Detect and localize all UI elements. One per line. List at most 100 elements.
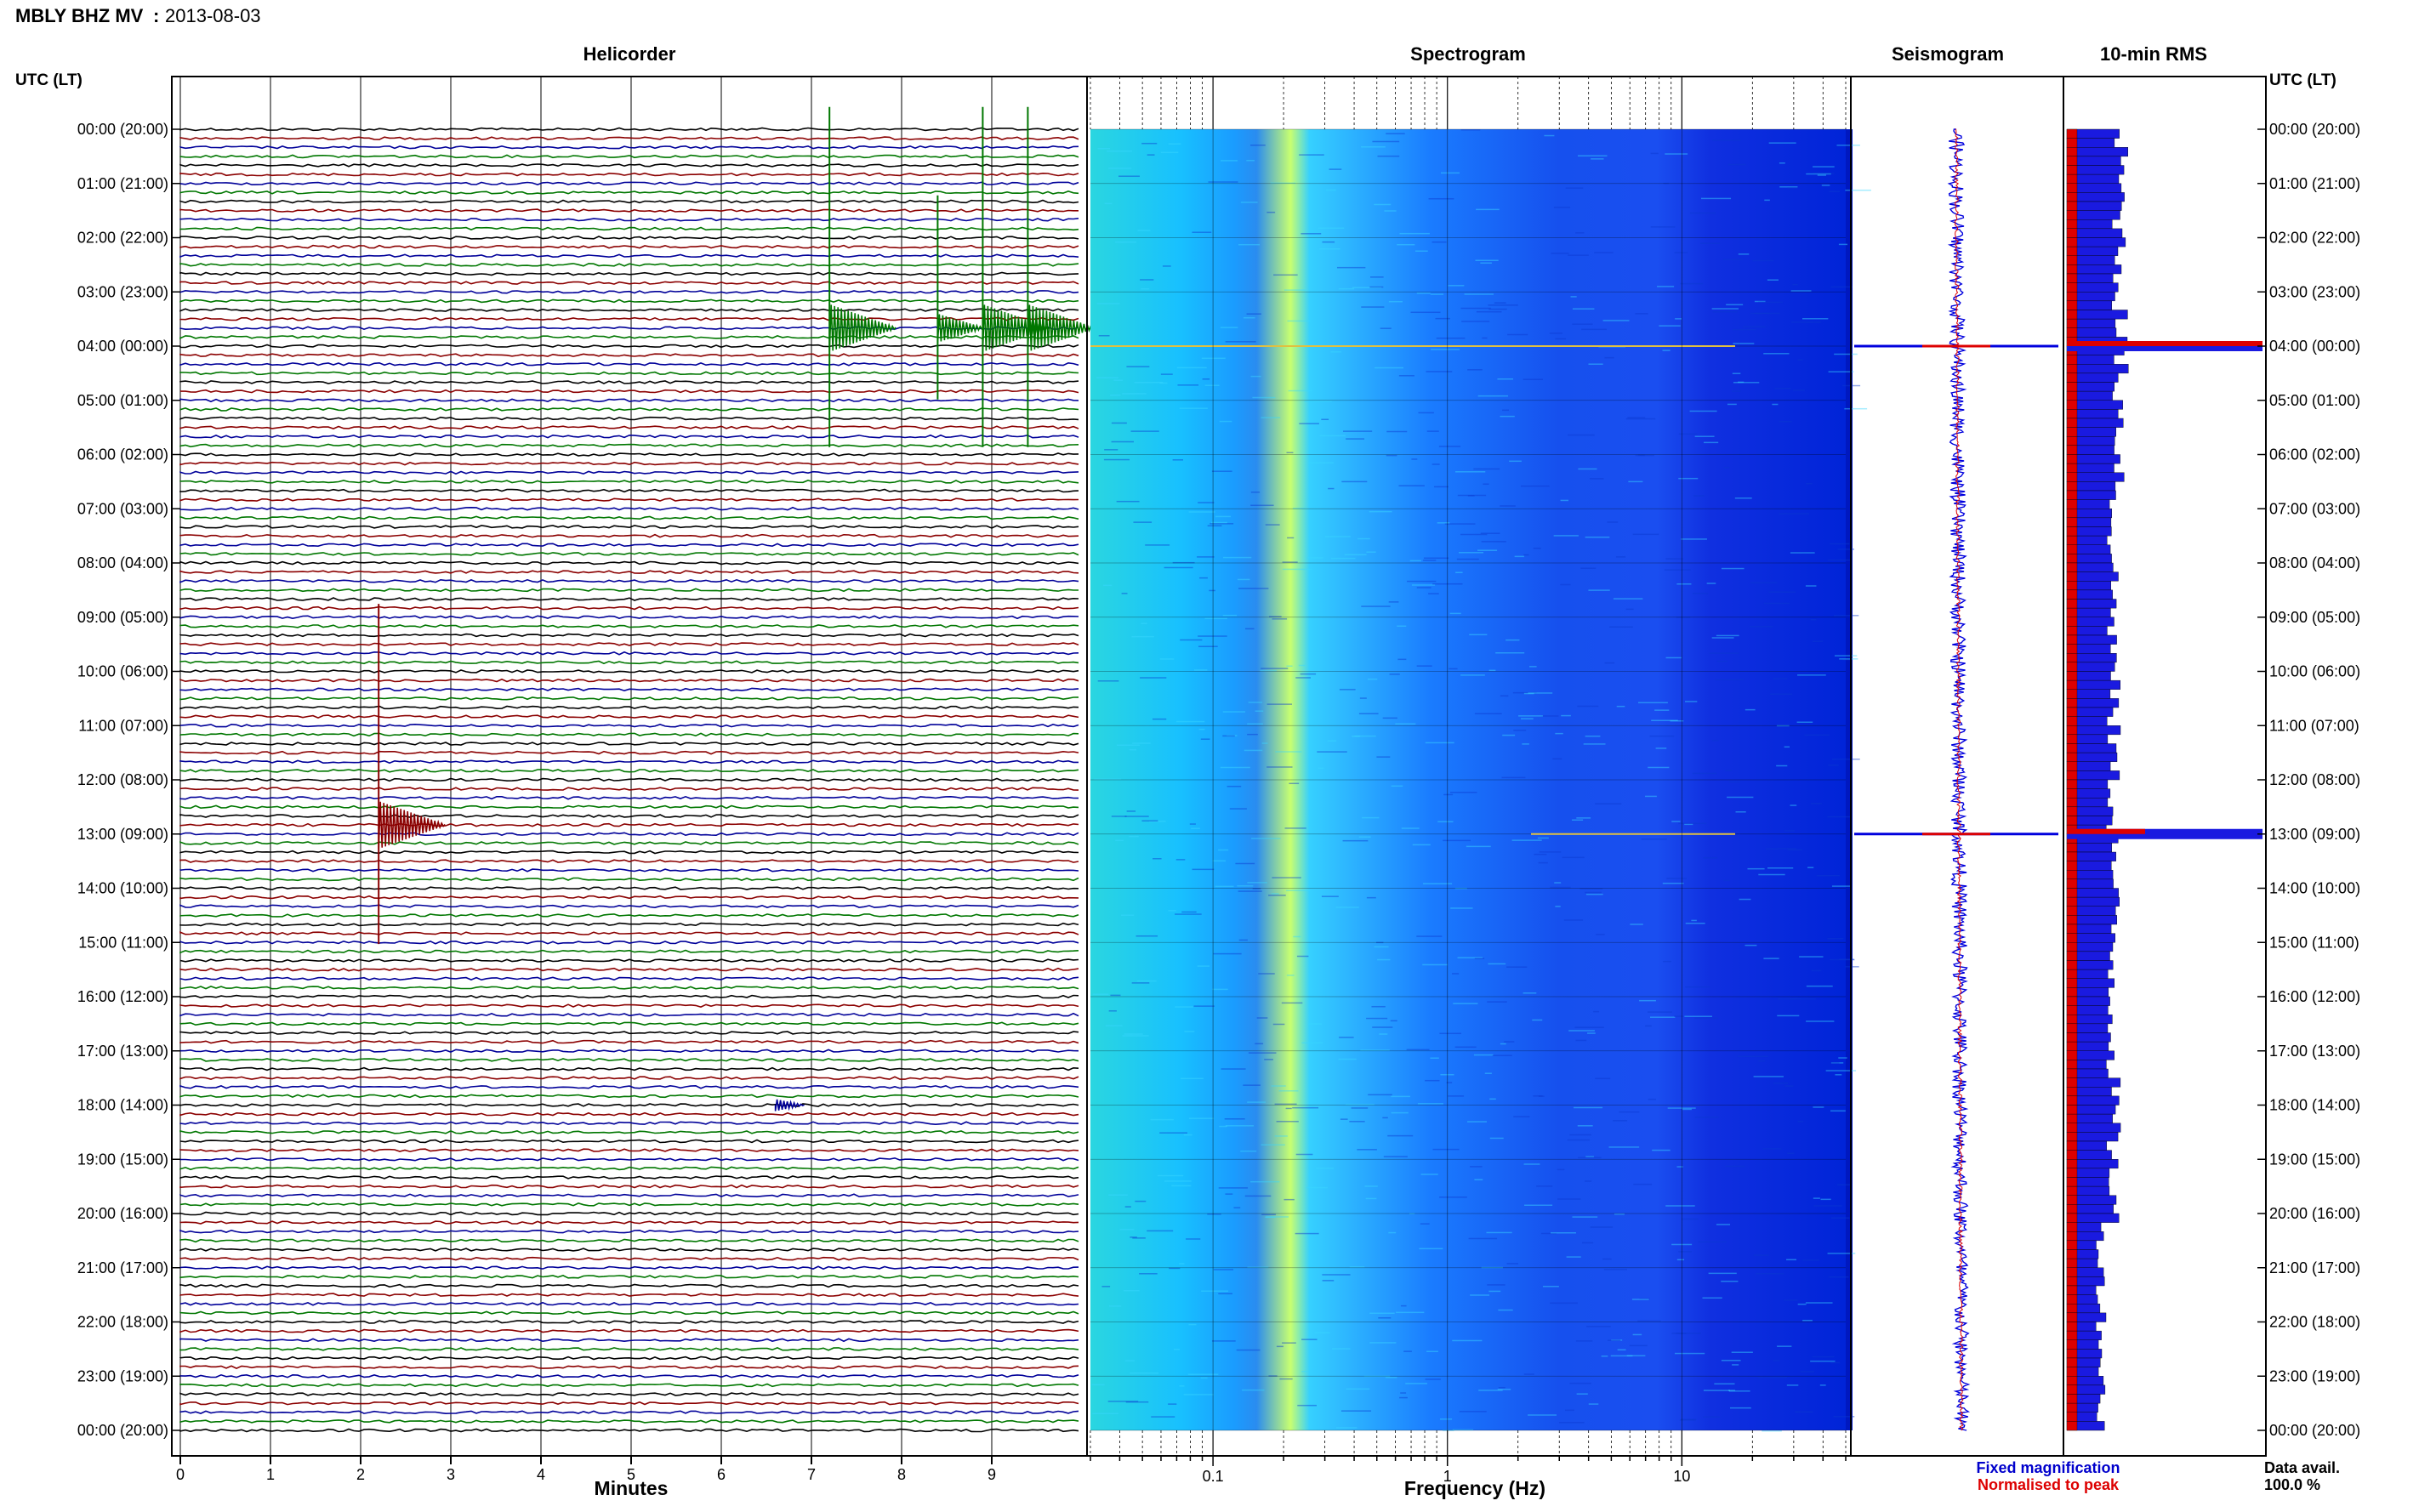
spectrogram-noise: [1520, 718, 1534, 719]
spectrogram-noise: [1344, 554, 1367, 556]
spectrogram-noise: [1684, 701, 1698, 702]
spectrogram-noise: [1682, 1218, 1699, 1220]
spectrogram-noise: [1528, 692, 1553, 694]
spectrogram-noise: [1514, 555, 1524, 558]
spectrogram-noise: [1654, 709, 1670, 711]
spectrogram-noise: [1238, 588, 1269, 589]
minute-tick-label: 4: [537, 1466, 545, 1483]
spectrogram-noise: [1107, 1401, 1139, 1402]
spectrogram-noise: [1585, 1156, 1594, 1157]
spectrogram-noise: [1665, 657, 1682, 659]
spectrogram-noise: [1244, 749, 1263, 752]
spectrogram-noise: [1488, 308, 1507, 310]
spectrogram-noise: [1585, 891, 1602, 894]
spectrogram-noise: [1553, 535, 1579, 537]
time-tick-label-right: 23:00 (19:00): [2269, 1367, 2360, 1384]
rms-bar-normalised: [2066, 1140, 2078, 1151]
spectrogram-noise: [1712, 139, 1741, 141]
spectrogram-noise: [1129, 748, 1136, 751]
spectrogram-noise: [1426, 371, 1453, 372]
rms-bar-normalised: [2066, 1132, 2078, 1142]
spectrogram-noise: [1676, 1166, 1683, 1168]
seismogram-panel: [1854, 128, 2058, 1431]
spectrogram-noise: [1340, 1410, 1372, 1412]
spectrogram-noise: [1130, 430, 1159, 432]
rms-bar-normalised: [2066, 1123, 2078, 1133]
spectrogram-noise: [1248, 1052, 1277, 1054]
spectrogram-noise: [1189, 823, 1196, 825]
spectrogram-noise: [1830, 1361, 1841, 1364]
spectrogram-noise: [1750, 312, 1780, 315]
helicorder-trace: [179, 425, 1079, 429]
spectrogram-noise: [1387, 1134, 1414, 1137]
rms-bar-normalised: [2066, 634, 2078, 645]
spectrogram-noise: [1637, 454, 1645, 457]
spectrogram-noise: [1236, 1349, 1261, 1351]
spectrogram-noise: [1369, 510, 1392, 513]
spectrogram-noise: [1827, 816, 1851, 818]
spectrogram-noise: [1141, 622, 1147, 625]
spectrogram-noise: [1511, 839, 1542, 841]
spectrogram-noise: [1768, 591, 1796, 593]
spectrogram-noise: [1401, 827, 1420, 829]
spectrogram-noise: [1175, 720, 1205, 723]
spectrogram-noise: [1285, 1107, 1292, 1110]
rms-bar-normalised: [2066, 445, 2078, 455]
spectrogram-noise: [1215, 515, 1231, 518]
rms-bar-normalised: [2066, 400, 2078, 410]
spectrogram-noise: [1626, 1355, 1646, 1356]
spectrogram-noise: [1494, 302, 1506, 304]
spectrogram-noise: [1457, 957, 1483, 958]
spectrogram-noise: [1098, 335, 1110, 337]
frequency-tick-label: 1: [1443, 1468, 1452, 1485]
spectrogram-noise: [1388, 1231, 1397, 1234]
spectrogram-noise: [1266, 211, 1276, 213]
spectrogram-noise: [1272, 618, 1288, 620]
spectrogram-noise: [1107, 150, 1133, 152]
spectrogram-noise: [1745, 708, 1756, 711]
helicorder-trace: [179, 940, 1079, 945]
helicorder-trace: [179, 750, 1079, 755]
time-tick-label-right: 06:00 (02:00): [2269, 446, 2360, 463]
minute-tick-label: 3: [447, 1466, 455, 1483]
spectrogram-noise: [1504, 1041, 1515, 1043]
spectrogram-noise: [1777, 1345, 1792, 1347]
frequency-tick-label: 0.1: [1203, 1468, 1224, 1485]
spectrogram-noise: [1450, 907, 1473, 909]
time-tick-label-left: 00:00 (20:00): [77, 121, 168, 138]
helicorder-trace: [179, 777, 1079, 782]
time-tick-label-left: 20:00 (16:00): [77, 1205, 168, 1222]
spectrogram-noise: [1362, 816, 1380, 819]
spectrogram-noise: [1168, 1403, 1177, 1405]
rms-bar-normalised: [2066, 183, 2078, 193]
spectrogram-noise: [1770, 693, 1793, 695]
helicorder-trace: [179, 263, 1079, 267]
spectrogram-noise: [1797, 1121, 1804, 1123]
spectrogram-noise: [1579, 888, 1603, 890]
rms-bar-normalised: [2066, 1204, 2078, 1214]
spectrogram-noise: [1731, 390, 1741, 392]
spectrogram-noise: [1768, 142, 1796, 144]
spectrogram-noise: [1243, 316, 1255, 319]
time-tick-label-left: 22:00 (18:00): [77, 1314, 168, 1331]
time-tick-label-left: 00:00 (20:00): [77, 1422, 168, 1439]
spectrogram-noise: [1609, 626, 1633, 628]
spectrogram-noise: [1397, 658, 1407, 661]
spectrogram-noise: [1250, 375, 1261, 378]
spectrogram-noise: [1091, 1384, 1105, 1386]
spectrogram-noise: [1537, 837, 1549, 839]
spectrogram-noise: [1802, 1320, 1813, 1322]
spectrogram-noise: [1137, 230, 1151, 231]
spectrogram-noise: [1487, 1284, 1505, 1286]
spectrogram-noise: [1678, 1251, 1692, 1253]
spectrogram-noise: [1376, 941, 1384, 944]
helicorder-trace: [179, 904, 1079, 909]
spectrogram-noise: [1293, 935, 1301, 938]
spectrogram-noise: [1763, 353, 1790, 355]
spectrogram-noise: [1388, 601, 1399, 603]
time-tick-label-right: 19:00 (15:00): [2269, 1151, 2360, 1168]
rms-bar-normalised: [2066, 1402, 2078, 1413]
spectrogram-noise: [1397, 243, 1415, 246]
spectrogram-noise: [1338, 1058, 1357, 1060]
helicorder-trace: [179, 506, 1079, 511]
